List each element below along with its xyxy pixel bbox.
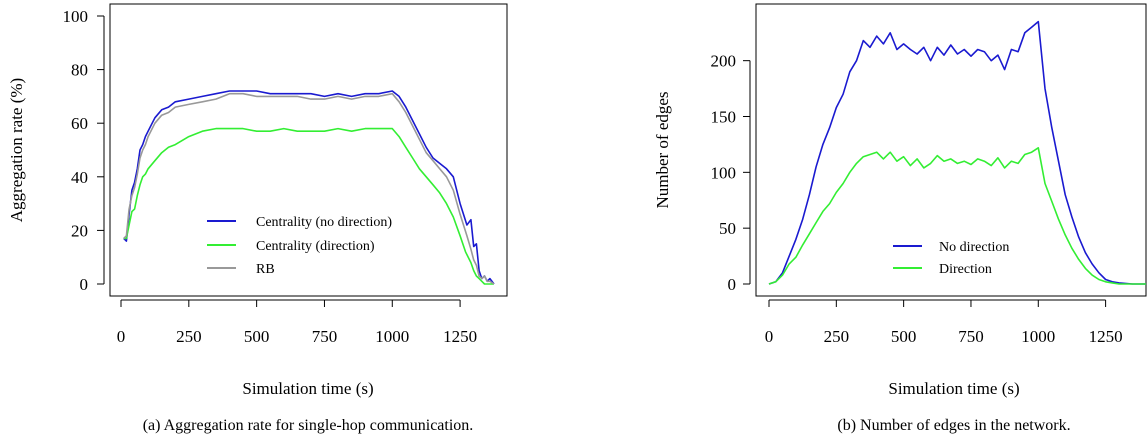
series-line-rb [123, 92, 495, 285]
x-axis-label-b: Simulation time (s) [888, 379, 1019, 398]
x-axis-label-a: Simulation time (s) [242, 379, 373, 398]
y-tick-label: 200 [711, 52, 737, 71]
y-tick-label: 60 [71, 114, 88, 133]
plot-frame-b [755, 3, 1147, 297]
y-tick-label: 80 [71, 61, 88, 80]
y-tick-label: 0 [728, 275, 737, 294]
x-tick-label: 1000 [375, 327, 409, 346]
x-tick-label: 500 [244, 327, 270, 346]
y-tick-label: 0 [80, 275, 89, 294]
legend-label-no-direction: No direction [939, 240, 1009, 255]
y-tick-label: 40 [71, 168, 88, 187]
caption-b: (b) Number of edges in the network. [837, 417, 1070, 434]
x-tick-label: 500 [891, 327, 917, 346]
x-tick-label: 1250 [1089, 327, 1123, 346]
plot-frame-a [109, 3, 508, 297]
y-tick-label: 100 [63, 7, 89, 26]
x-tick-label: 1250 [443, 327, 477, 346]
y-tick-label: 150 [711, 108, 737, 127]
x-tick-label: 250 [176, 327, 202, 346]
legend-a: Centrality (no direction) Centrality (di… [207, 215, 392, 277]
legend-label-centrality-direction: Centrality (direction) [256, 239, 375, 254]
x-tick-label: 1000 [1021, 327, 1055, 346]
axes-b: 0 50 100 150 200 0 250 500 750 1000 1250 [711, 52, 1123, 346]
series-group-b [768, 20, 1146, 285]
series-group-a [123, 90, 495, 285]
y-axis-label-b: Number of edges [653, 91, 672, 208]
x-tick-label: 750 [958, 327, 984, 346]
y-tick-label: 50 [719, 219, 736, 238]
series-line-centrality-no-direction [123, 90, 495, 285]
chart-b: 0 50 100 150 200 0 250 500 750 1000 1250 Number of… [653, 3, 1147, 434]
series-line-direction [768, 147, 1146, 285]
legend-b: No direction Direction [893, 240, 1009, 277]
x-tick-label: 0 [117, 327, 126, 346]
y-tick-label: 20 [71, 221, 88, 240]
series-line-no-direction [768, 20, 1146, 285]
legend-label-rb: RB [256, 262, 275, 277]
legend-label-direction: Direction [939, 262, 992, 277]
y-axis-label-a: Aggregation rate (%) [7, 78, 26, 222]
caption-a: (a) Aggregation rate for single-hop comm… [143, 417, 474, 434]
series-line-centrality-direction [123, 127, 494, 285]
x-tick-label: 250 [824, 327, 850, 346]
x-tick-label: 0 [765, 327, 774, 346]
legend-label-centrality-no-direction: Centrality (no direction) [256, 215, 392, 230]
x-tick-label: 750 [312, 327, 338, 346]
y-tick-label: 100 [711, 163, 737, 182]
